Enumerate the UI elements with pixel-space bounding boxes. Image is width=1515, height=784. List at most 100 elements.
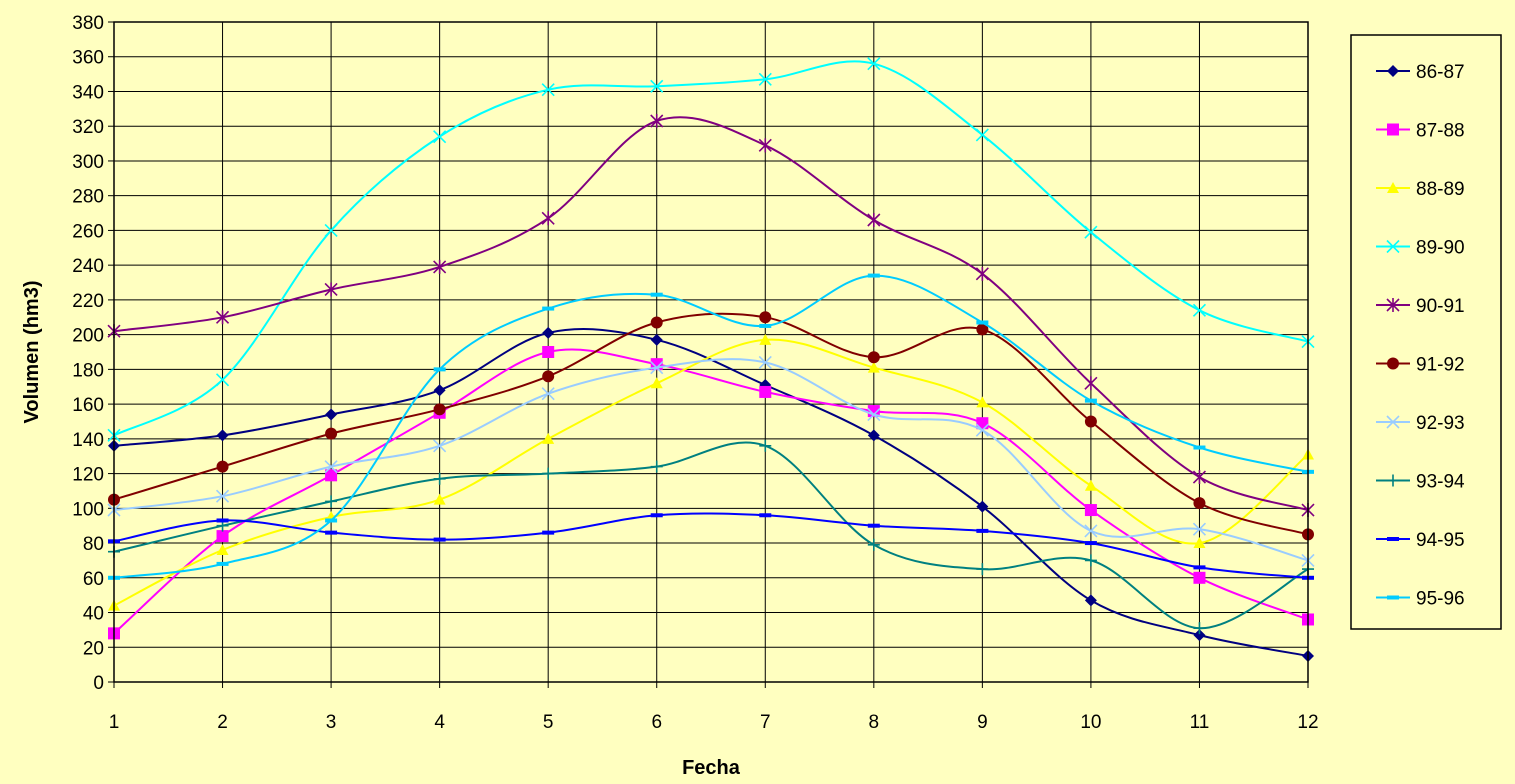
data-point [867, 523, 880, 528]
data-point [650, 513, 663, 518]
legend-label: 92-93 [1416, 413, 1465, 434]
y-tick-label: 140 [72, 430, 104, 451]
legend: 86-87 87-88 88-89 89-90 90-91 91-92 92-93 93-94… [1350, 34, 1502, 630]
legend-marker [1387, 357, 1399, 370]
x-axis-title: Fecha [682, 757, 741, 779]
y-tick-label: 120 [72, 465, 104, 486]
legend-label: 86-87 [1416, 62, 1465, 83]
data-point [758, 138, 772, 153]
y-tick-label: 0 [93, 673, 104, 694]
data-point [867, 57, 881, 71]
x-tick-label: 1 [109, 712, 120, 733]
data-point [1193, 565, 1206, 570]
data-point [433, 403, 446, 416]
data-point [1084, 504, 1097, 517]
y-tick-label: 220 [72, 291, 104, 312]
data-point [325, 518, 338, 523]
data-point [1192, 470, 1207, 485]
x-tick-label: 9 [977, 712, 988, 733]
data-point [1084, 225, 1098, 239]
data-point [975, 128, 989, 142]
legend-label: 87-88 [1416, 121, 1465, 142]
legend-item: 89-90 [1376, 238, 1465, 259]
legend-label: 94-95 [1416, 530, 1465, 551]
data-point [324, 460, 338, 474]
data-point [650, 114, 664, 128]
x-tick-label: 10 [1080, 712, 1101, 733]
data-point [325, 427, 338, 440]
data-point [976, 323, 989, 336]
series-line [113, 512, 1309, 579]
data-point [867, 213, 881, 227]
data-point [433, 472, 446, 485]
y-tick-label: 80 [83, 534, 104, 555]
data-point [216, 544, 229, 555]
data-point [867, 273, 880, 278]
y-tick-labels: 0 20 40 60 80 100 120 140 160 180 200 220 240 260 280 3… [72, 13, 114, 694]
series-line [113, 358, 1309, 562]
y-axis-title: Volumen (hm3) [21, 281, 43, 424]
legend-label: 90-91 [1416, 296, 1465, 317]
x-tick-label: 2 [217, 712, 228, 733]
data-point [433, 439, 447, 453]
data-point [976, 396, 989, 408]
x-tick-label: 5 [543, 712, 554, 733]
data-point [215, 489, 230, 503]
y-tick-label: 340 [72, 82, 104, 103]
data-point [759, 333, 772, 345]
data-point [867, 407, 881, 422]
data-point [1084, 554, 1097, 567]
data-point [1193, 622, 1206, 635]
data-point [433, 537, 446, 542]
legend-box [1350, 34, 1502, 630]
x-tick-label: 3 [326, 712, 337, 733]
y-tick-label: 100 [72, 499, 104, 520]
legend-item: 87-88 [1376, 121, 1465, 142]
y-tick-label: 260 [72, 221, 104, 242]
legend-item: 92-93 [1376, 413, 1465, 434]
legend-label: 89-90 [1416, 238, 1465, 259]
data-point [650, 316, 663, 329]
y-tick-label: 300 [72, 152, 104, 173]
data-point [1193, 571, 1206, 584]
legend-marker [1387, 595, 1399, 600]
data-point [1193, 629, 1206, 642]
data-point [433, 493, 446, 505]
data-point [1084, 594, 1097, 607]
data-point [650, 460, 663, 473]
data-point [867, 429, 880, 442]
data-point [216, 518, 229, 523]
data-point [976, 563, 989, 576]
data-point [325, 495, 338, 508]
legend-item: 95-96 [1376, 589, 1465, 610]
y-tick-label: 320 [72, 117, 104, 138]
data-point [867, 538, 880, 551]
series-line [113, 338, 1309, 607]
data-point [1084, 415, 1097, 428]
series-91-92 [108, 311, 1314, 541]
data-point [975, 266, 989, 281]
legend-item: 90-91 [1376, 296, 1465, 317]
data-point [433, 130, 447, 144]
series-94-95 [108, 512, 1314, 580]
data-point [759, 323, 772, 328]
legend-marker [1387, 537, 1399, 541]
data-point [1193, 445, 1206, 450]
plot-area [114, 22, 1308, 682]
data-point [542, 326, 555, 339]
data-point [1193, 497, 1206, 510]
data-point [867, 361, 880, 373]
data-point [759, 513, 772, 518]
x-tick-label: 8 [869, 712, 880, 733]
data-point [542, 370, 555, 383]
data-point [324, 223, 338, 237]
data-point [215, 310, 230, 325]
legend-label: 88-89 [1416, 179, 1465, 200]
data-point [216, 530, 229, 543]
data-point [758, 72, 772, 86]
legend-label: 93-94 [1416, 472, 1465, 493]
y-tick-label: 60 [83, 569, 104, 590]
series-line [113, 348, 1309, 635]
legend-item: 93-94 [1376, 472, 1465, 493]
